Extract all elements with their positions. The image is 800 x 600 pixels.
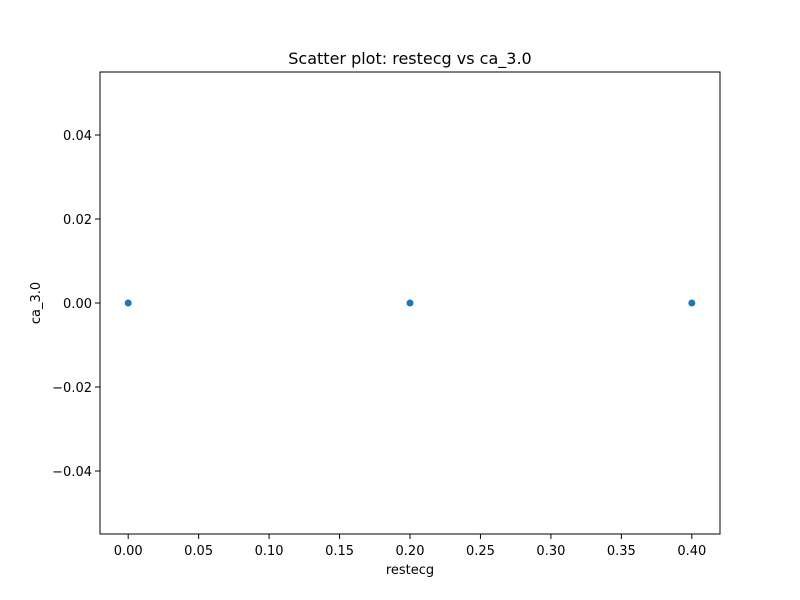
data-point [124,299,132,307]
x-tick-label: 0.05 [184,544,213,559]
y-tick-label: −0.02 [52,381,92,396]
data-point [688,299,696,307]
x-tick-label: 0.00 [114,544,143,559]
y-tick-label: 0.02 [63,213,92,228]
x-tick-label: 0.30 [536,544,565,559]
y-tick-label: 0.04 [63,129,92,144]
x-tick-label: 0.15 [325,544,354,559]
x-tick-label: 0.40 [677,544,706,559]
y-tick-label: 0.00 [63,297,92,312]
y-axis: −0.04 −0.02 0.00 0.02 0.04 [52,129,100,480]
x-axis: 0.00 0.05 0.10 0.15 0.20 0.25 0.30 0.35 0.40 [114,534,706,559]
data-point [406,299,414,307]
y-axis-label: ca_3.0 [29,282,44,324]
x-tick-label: 0.20 [396,544,425,559]
x-axis-label: restecg [386,563,434,578]
chart-title: Scatter plot: restecg vs ca_3.0 [288,49,531,69]
y-tick-label: −0.04 [52,465,92,480]
x-tick-label: 0.25 [466,544,495,559]
data-points [124,299,696,307]
x-tick-label: 0.35 [607,544,636,559]
x-tick-label: 0.10 [255,544,284,559]
